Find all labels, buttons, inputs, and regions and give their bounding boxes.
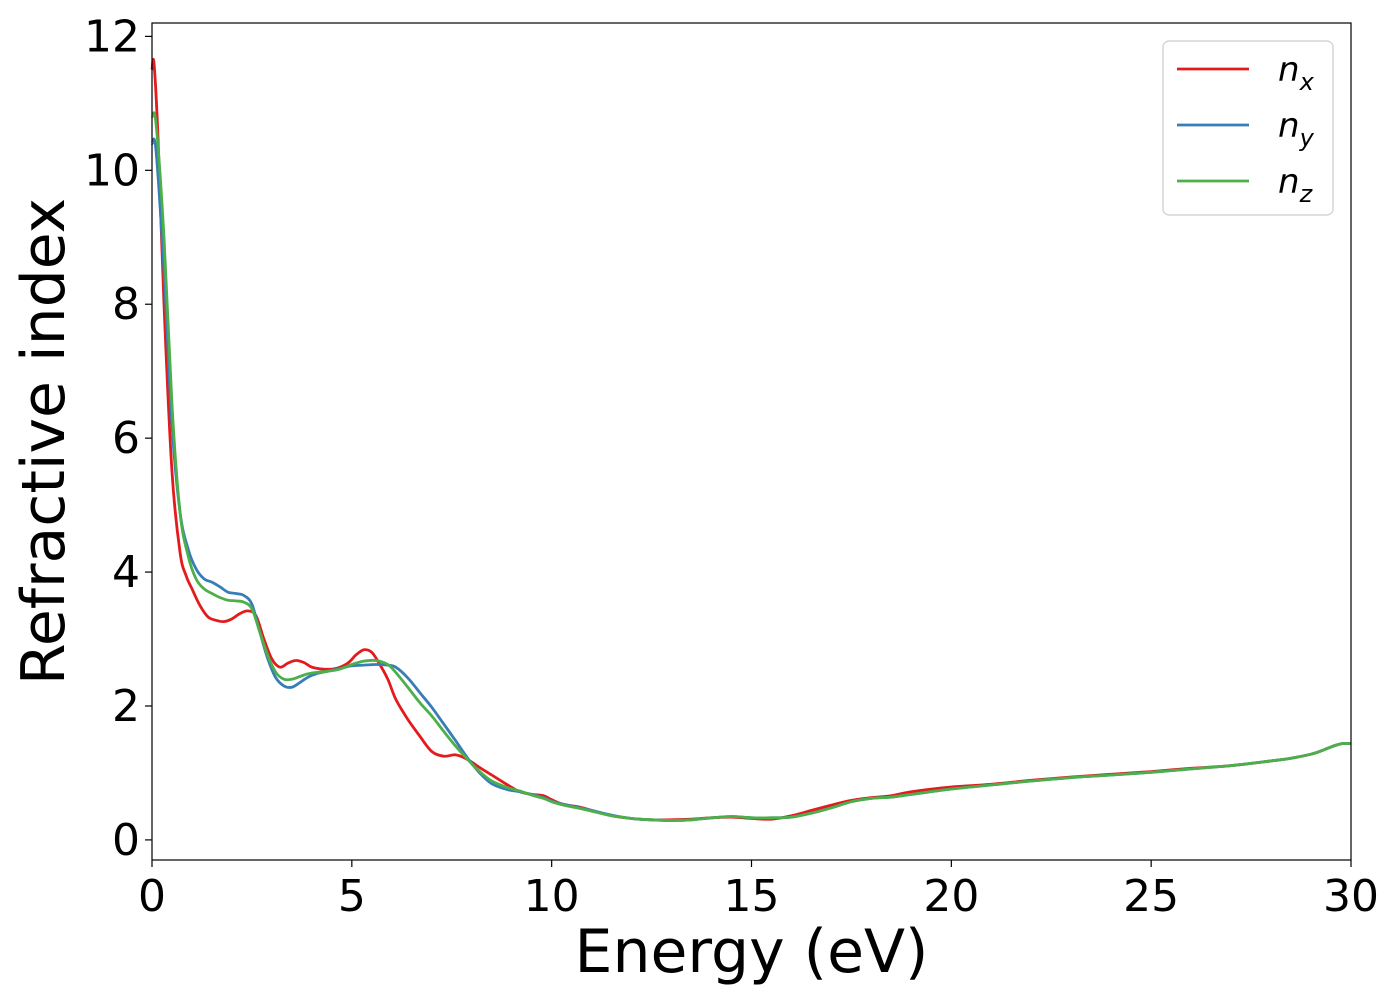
x-axis-ticks: 0 5 10 15 20 25 30 bbox=[138, 860, 1379, 922]
y-tick-label: 12 bbox=[84, 11, 140, 62]
legend-subscript: y bbox=[1299, 124, 1315, 152]
legend-box bbox=[1162, 40, 1334, 216]
y-tick-label: 4 bbox=[112, 547, 140, 598]
y-tick-label: 10 bbox=[84, 145, 140, 196]
plot-background bbox=[152, 23, 1351, 860]
legend-subscript: z bbox=[1299, 180, 1314, 208]
y-axis-ticks: 0 2 4 6 8 10 12 bbox=[84, 11, 152, 866]
x-tick-label: 10 bbox=[524, 871, 580, 922]
x-tick-label: 20 bbox=[923, 871, 979, 922]
y-axis-label: Refractive index bbox=[9, 198, 79, 685]
series-line-nz bbox=[150, 111, 1352, 822]
x-tick-label: 25 bbox=[1123, 871, 1179, 922]
x-axis-label: Energy (eV) bbox=[575, 917, 929, 987]
series-layer bbox=[150, 57, 1352, 822]
x-tick-label: 5 bbox=[338, 871, 366, 922]
x-tick-label: 0 bbox=[138, 871, 166, 922]
y-tick-label: 2 bbox=[112, 681, 140, 732]
y-tick-label: 6 bbox=[112, 413, 140, 464]
x-tick-label: 15 bbox=[724, 871, 780, 922]
x-tick-label: 30 bbox=[1323, 871, 1379, 922]
y-tick-label: 0 bbox=[112, 815, 140, 866]
legend-subscript: x bbox=[1299, 68, 1315, 96]
y-tick-label: 8 bbox=[112, 279, 140, 330]
